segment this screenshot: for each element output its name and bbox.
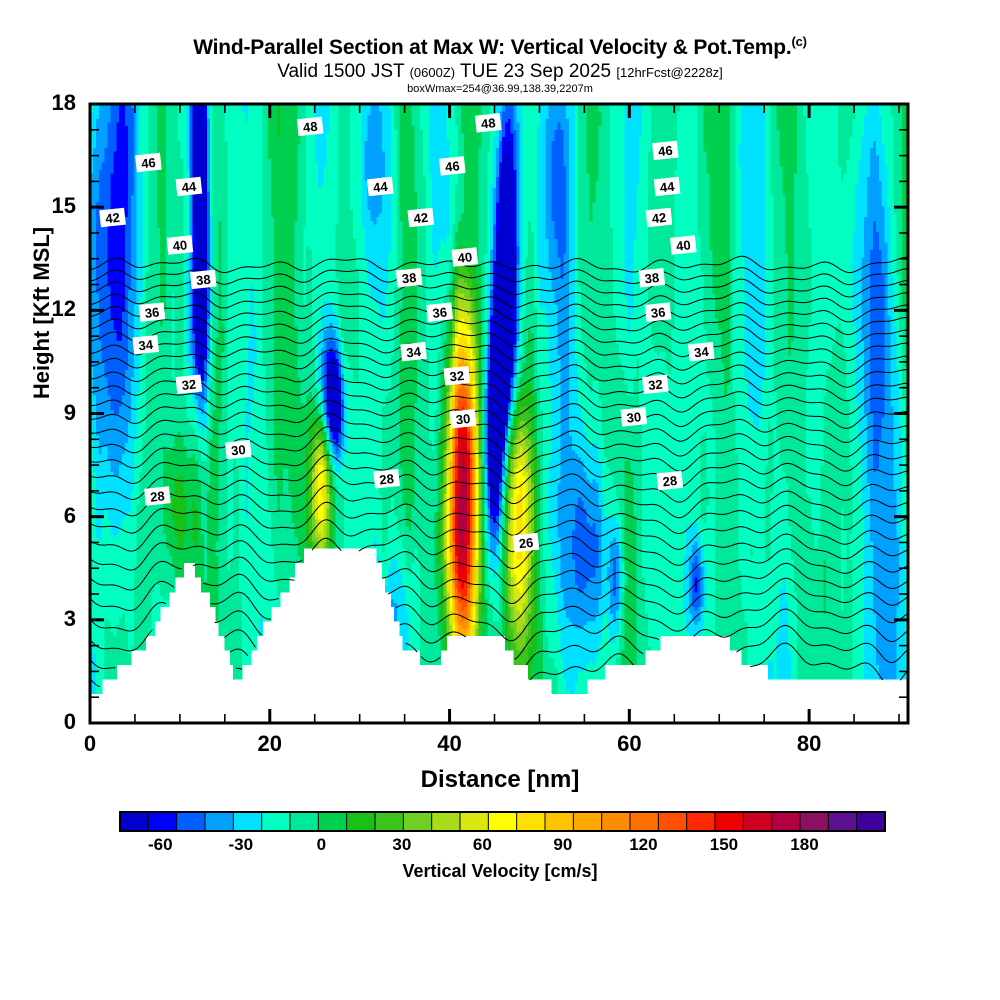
y-tick-18: 18 xyxy=(51,90,76,115)
chart-title-text: Wind-Parallel Section at Max W: Vertical… xyxy=(193,36,792,59)
colorbar-tick-180: 180 xyxy=(790,835,819,854)
y-tick-9: 9 xyxy=(63,399,76,425)
forecast-tag: [12hrFcst@2228z] xyxy=(616,65,723,80)
colorbar-tick-90: 90 xyxy=(553,835,573,854)
colorbar-tick-150: 150 xyxy=(709,835,739,854)
x-tick-20: 20 xyxy=(257,731,282,756)
colorbar-tick-120: 120 xyxy=(629,835,658,854)
chart-subtitle: Valid 1500 JST (0600Z) TUE 23 Sep 2025 [… xyxy=(0,61,1000,83)
valid-time-prefix: Valid 1500 JST xyxy=(277,61,405,82)
valid-time-utc: (0600Z) xyxy=(409,65,456,80)
colorbar-tick-60: 60 xyxy=(472,835,492,854)
x-axis-label: Distance [nm] xyxy=(420,766,580,793)
colorbar-tick-30: 30 xyxy=(392,835,412,854)
y-tick-3: 3 xyxy=(63,605,76,631)
copyright-mark: (c) xyxy=(791,34,808,49)
colorbar-label: Vertical Velocity [cm/s] xyxy=(402,861,598,881)
chart-title: Wind-Parallel Section at Max W: Vertical… xyxy=(0,30,1000,60)
x-tick-0: 0 xyxy=(83,731,97,756)
colorbar-tick--30: -30 xyxy=(228,835,254,854)
y-tick-12: 12 xyxy=(51,296,76,322)
x-tick-60: 60 xyxy=(617,731,642,756)
x-tick-80: 80 xyxy=(796,731,822,756)
y-tick-15: 15 xyxy=(51,193,76,219)
x-tick-40: 40 xyxy=(437,731,462,756)
colorbar-tick--60: -60 xyxy=(147,835,173,854)
title-block: Wind-Parallel Section at Max W: Vertical… xyxy=(0,0,1000,96)
box-wmax-annotation: boxWmax=254@36.99,138.39,2207m xyxy=(407,83,593,95)
colorbar-tick-0: 0 xyxy=(316,835,327,854)
y-tick-6: 6 xyxy=(63,502,76,528)
valid-date: TUE 23 Sep 2025 xyxy=(460,61,612,82)
y-tick-0: 0 xyxy=(63,709,76,734)
